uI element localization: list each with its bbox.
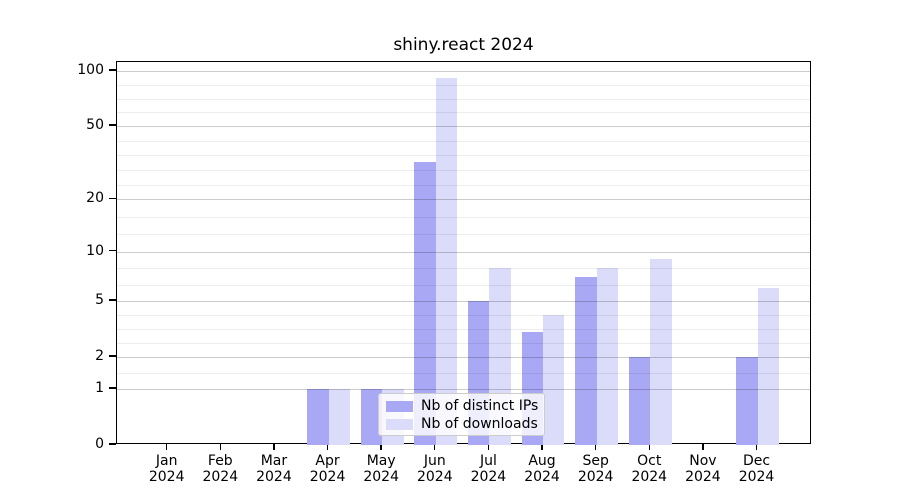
- bar-distinct-ips-may: [360, 389, 383, 445]
- y-tick-label: 5: [95, 292, 104, 308]
- bar-distinct-ips-oct: [628, 357, 651, 445]
- major-gridline: [117, 251, 810, 253]
- minor-gridline: [117, 112, 810, 114]
- y-tick-label: 0: [95, 436, 104, 452]
- x-tick-mark: [648, 444, 650, 450]
- minor-gridline: [117, 184, 810, 186]
- x-tick-label: Dec 2024: [738, 453, 775, 485]
- x-tick-mark: [166, 444, 168, 450]
- legend-label: Nb of downloads: [421, 416, 538, 432]
- major-gridline: [117, 357, 810, 358]
- y-tick-mark: [109, 124, 116, 126]
- legend-label: Nb of distinct IPs: [421, 398, 539, 414]
- bar-downloads-dec: [757, 288, 779, 445]
- y-tick-label: 1: [95, 380, 104, 396]
- major-gridline: [117, 71, 810, 72]
- x-tick-mark: [755, 444, 758, 450]
- x-tick-mark: [273, 444, 275, 450]
- minor-gridline: [117, 84, 810, 86]
- legend-swatch-distinct-ips: [386, 401, 413, 412]
- y-tick-mark: [109, 299, 116, 301]
- major-gridline: [117, 126, 810, 127]
- minor-gridline: [117, 373, 810, 374]
- x-tick-mark: [487, 444, 490, 450]
- x-tick-mark: [702, 444, 704, 450]
- minor-gridline: [117, 140, 810, 142]
- y-tick-label: 20: [86, 190, 104, 207]
- minor-gridline: [117, 155, 810, 157]
- x-tick-label: Aug 2024: [524, 453, 560, 485]
- minor-gridline: [117, 169, 810, 171]
- x-tick-label: Mar 2024: [256, 453, 292, 485]
- bar-downloads-apr: [328, 389, 350, 445]
- y-tick-mark: [109, 443, 116, 445]
- legend-item-downloads: Nb of downloads: [379, 415, 544, 433]
- y-tick-label: 100: [77, 62, 104, 78]
- major-gridline: [117, 301, 810, 302]
- x-tick-label: Sep 2024: [577, 453, 614, 485]
- x-tick-mark: [380, 444, 382, 450]
- minor-gridline: [117, 98, 810, 100]
- x-tick-label: Jun 2024: [416, 453, 453, 485]
- minor-gridline: [117, 284, 810, 286]
- x-tick-label: Nov 2024: [685, 453, 721, 485]
- minor-gridline: [117, 329, 810, 330]
- x-tick-label: Apr 2024: [309, 453, 346, 485]
- bar-distinct-ips-dec: [736, 357, 758, 445]
- bar-downloads-aug: [543, 314, 565, 445]
- minor-gridline: [117, 234, 810, 236]
- major-gridline: [117, 199, 810, 201]
- chart-title: shiny.react 2024: [393, 35, 534, 55]
- legend: Nb of distinct IPs Nb of downloads: [378, 393, 545, 436]
- y-tick-mark: [109, 387, 116, 389]
- x-tick-mark: [594, 444, 597, 450]
- x-tick-label: Jul 2024: [470, 453, 507, 485]
- x-tick-mark: [541, 444, 543, 450]
- x-tick-label: May 2024: [363, 453, 399, 485]
- y-tick-mark: [109, 250, 116, 252]
- bar-downloads-oct: [650, 259, 672, 445]
- bar-distinct-ips-sep: [575, 277, 597, 445]
- y-tick-label: 2: [95, 348, 104, 364]
- bar-distinct-ips-jun: [414, 161, 436, 445]
- minor-gridline: [117, 268, 810, 270]
- x-tick-label: Oct 2024: [631, 453, 668, 485]
- bar-downloads-jun: [435, 78, 458, 445]
- x-tick-mark: [219, 444, 221, 450]
- y-tick-mark: [109, 69, 116, 71]
- major-gridline: [117, 389, 810, 390]
- minor-gridline: [117, 343, 810, 344]
- minor-gridline: [117, 315, 810, 316]
- y-tick-label: 10: [86, 242, 104, 259]
- legend-swatch-downloads: [386, 419, 413, 430]
- y-tick-label: 50: [86, 117, 104, 133]
- x-tick-mark: [434, 444, 436, 450]
- y-tick-mark: [109, 355, 116, 357]
- x-tick-mark: [326, 444, 329, 450]
- x-tick-label: Jan 2024: [148, 453, 185, 485]
- legend-item-distinct-ips: Nb of distinct IPs: [379, 397, 544, 415]
- y-tick-mark: [109, 197, 116, 199]
- x-tick-label: Feb 2024: [202, 453, 239, 485]
- bar-downloads-sep: [596, 267, 619, 445]
- bar-distinct-ips-apr: [307, 389, 329, 445]
- grid-layer: [117, 62, 810, 443]
- minor-gridline: [117, 216, 810, 218]
- plot-area: [116, 61, 811, 445]
